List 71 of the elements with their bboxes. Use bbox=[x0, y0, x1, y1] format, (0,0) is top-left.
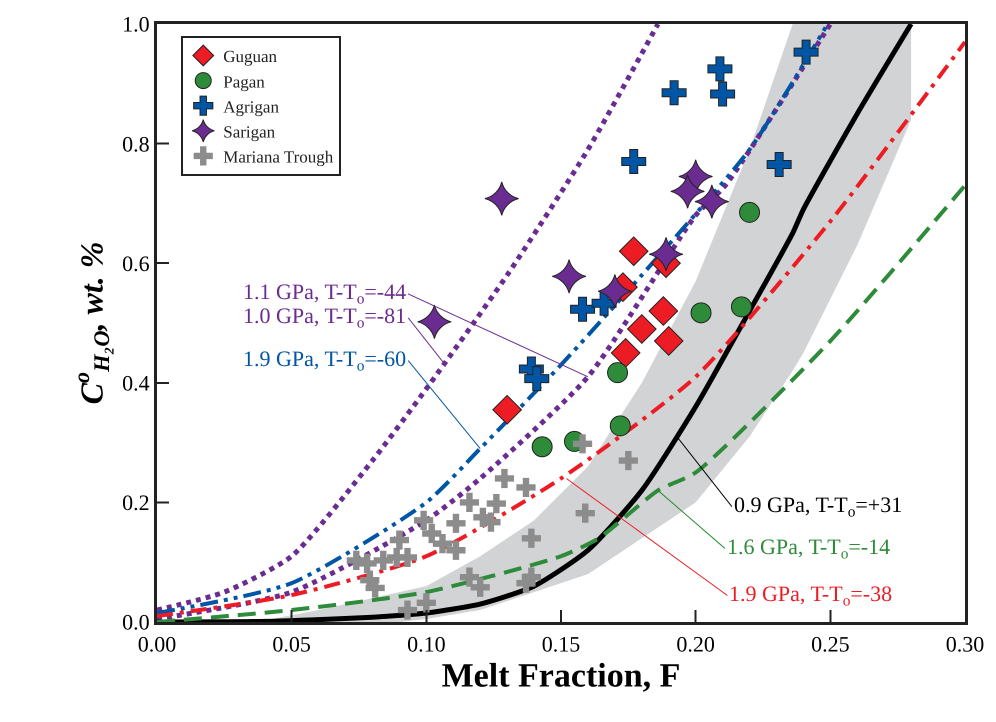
point bbox=[460, 568, 480, 587]
legend-label: Guguan bbox=[223, 47, 278, 66]
point bbox=[690, 302, 712, 324]
y-tick-label: 0.8 bbox=[122, 131, 150, 156]
point bbox=[648, 236, 684, 272]
point bbox=[532, 436, 553, 458]
point bbox=[662, 80, 687, 106]
point bbox=[470, 578, 490, 597]
y-tick-label: 1.0 bbox=[122, 12, 150, 37]
point bbox=[576, 504, 595, 523]
x-tick-label: 0.05 bbox=[272, 631, 311, 656]
y-tick-label: 0.4 bbox=[122, 370, 150, 396]
point bbox=[627, 314, 657, 344]
point bbox=[570, 296, 596, 322]
point bbox=[387, 548, 406, 568]
y-tick-label: 0.2 bbox=[122, 490, 150, 516]
point bbox=[730, 296, 752, 318]
point bbox=[648, 296, 678, 326]
point bbox=[607, 362, 628, 384]
y-tick-label: 0.6 bbox=[122, 250, 150, 276]
point bbox=[374, 550, 393, 570]
legend-label: Agrigan bbox=[223, 97, 280, 116]
point bbox=[654, 326, 684, 356]
point bbox=[446, 540, 466, 560]
point bbox=[494, 468, 514, 488]
x-tick-label: 0.30 bbox=[946, 631, 984, 656]
point bbox=[618, 236, 649, 266]
annotation: 0.9 GPa, T-T$_{o}$=+31 bbox=[734, 492, 902, 521]
x-tick-label: 0.20 bbox=[676, 631, 715, 656]
annotation: 1.9 GPa, T-T$_{o}$=-60 bbox=[243, 346, 406, 375]
point bbox=[416, 593, 436, 612]
point bbox=[766, 152, 792, 178]
point bbox=[446, 514, 466, 533]
point bbox=[621, 149, 646, 174]
point bbox=[522, 528, 541, 548]
point bbox=[460, 492, 480, 512]
point bbox=[572, 434, 592, 454]
x-tick-label: 0.15 bbox=[542, 631, 580, 656]
x-tick-label: 0.10 bbox=[407, 631, 446, 656]
point bbox=[492, 394, 522, 425]
point bbox=[390, 530, 409, 550]
legend-label: Pagan bbox=[223, 72, 266, 92]
x-tick-label: 0.25 bbox=[811, 631, 850, 656]
point bbox=[417, 304, 452, 340]
point bbox=[610, 338, 640, 368]
point bbox=[524, 366, 550, 392]
point bbox=[670, 174, 705, 209]
point bbox=[516, 478, 536, 498]
x-axis-title: Melt Fraction, F bbox=[442, 658, 680, 695]
point bbox=[610, 415, 631, 436]
point bbox=[422, 524, 442, 544]
point bbox=[598, 274, 632, 309]
legend-label: Sarigan bbox=[223, 122, 276, 142]
line-series bbox=[157, 183, 965, 622]
legend-label: Mariana Trough bbox=[223, 148, 334, 167]
point bbox=[739, 202, 760, 223]
annotation: 1.9 GPa, T-T$_{o}$=-38 bbox=[729, 581, 892, 610]
point bbox=[414, 510, 434, 530]
annotation: 1.6 GPa, T-T$_{o}$=-14 bbox=[727, 534, 890, 563]
point bbox=[486, 494, 506, 514]
point bbox=[710, 81, 736, 106]
point bbox=[516, 574, 536, 593]
point bbox=[432, 534, 452, 554]
point bbox=[694, 184, 730, 219]
point bbox=[484, 181, 520, 216]
point bbox=[346, 550, 366, 570]
point bbox=[707, 56, 732, 82]
point bbox=[398, 600, 418, 620]
point bbox=[552, 259, 586, 294]
point bbox=[618, 450, 638, 470]
point bbox=[794, 40, 819, 65]
